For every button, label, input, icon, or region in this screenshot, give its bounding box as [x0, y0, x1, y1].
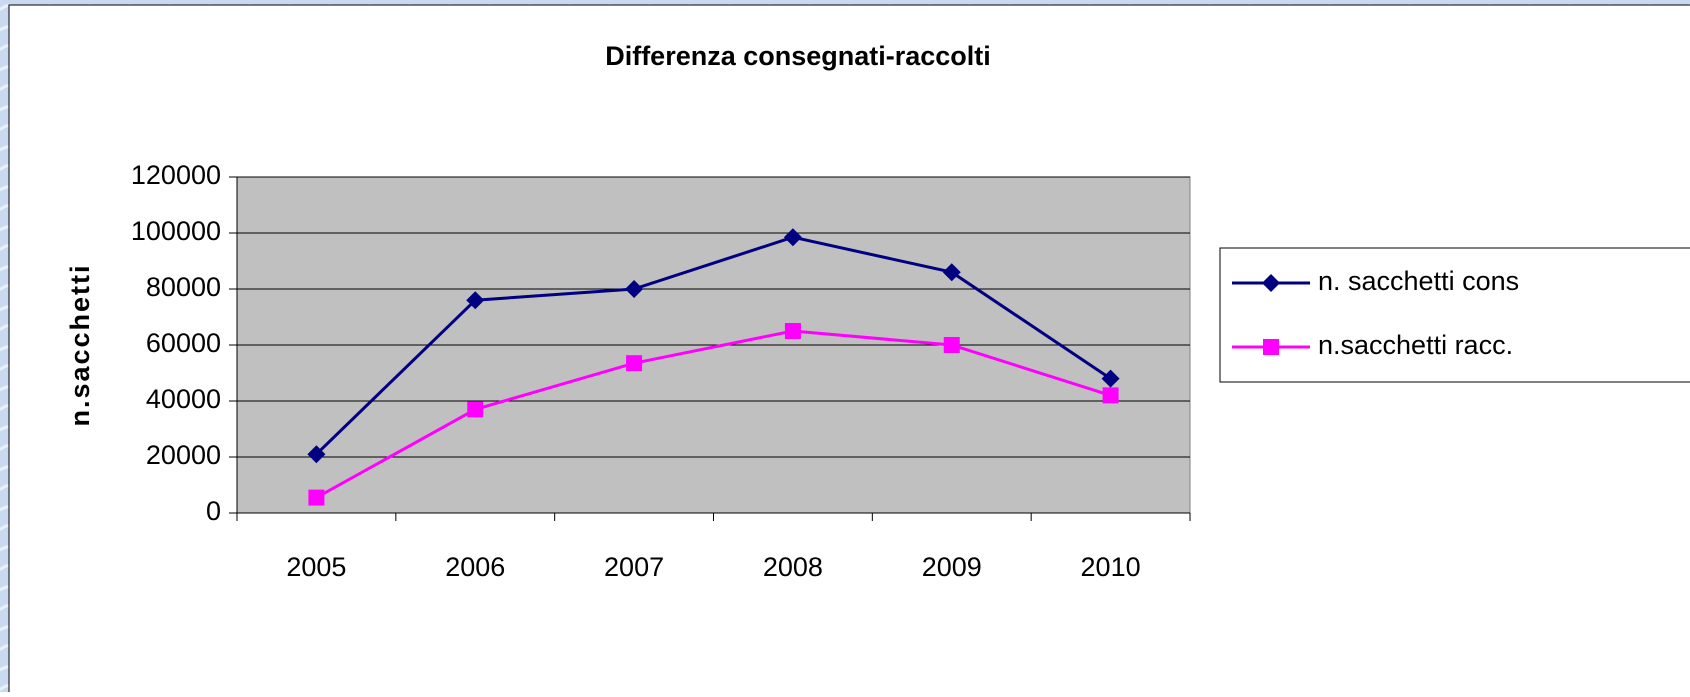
data-point — [308, 489, 325, 506]
legend-marker — [1263, 339, 1279, 355]
x-tick-label: 2005 — [286, 552, 346, 582]
data-point — [783, 228, 802, 247]
series-line — [315, 329, 1112, 499]
data-point — [1101, 369, 1120, 388]
y-tick-label: 40000 — [146, 384, 221, 414]
data-point — [307, 445, 326, 464]
y-tick-label: 120000 — [131, 160, 221, 190]
data-point — [626, 355, 643, 372]
data-point — [466, 291, 485, 310]
x-tick-label: 2010 — [1081, 552, 1141, 582]
series-line — [315, 235, 1112, 456]
data-point — [625, 280, 644, 298]
chart-title: Differenza consegnati-raccolti — [605, 41, 991, 71]
legend-label: n. sacchetti cons — [1318, 266, 1519, 296]
y-axis-label: n.sacchetti — [65, 263, 95, 426]
x-tick-label: 2008 — [763, 552, 823, 582]
legend-marker — [1262, 274, 1280, 292]
data-point — [467, 401, 484, 418]
x-tick-label: 2009 — [922, 552, 982, 582]
y-tick-label: 60000 — [146, 328, 221, 358]
y-tick-label: 20000 — [146, 440, 221, 470]
data-point — [1102, 387, 1119, 404]
data-point — [784, 323, 801, 339]
data-point — [942, 263, 961, 282]
legend — [1219, 247, 1690, 383]
legend-label: n.sacchetti racc. — [1318, 330, 1513, 360]
y-tick-label: 0 — [206, 496, 221, 526]
x-tick-label: 2007 — [604, 552, 664, 582]
y-tick-label: 100000 — [131, 216, 221, 246]
data-point — [943, 337, 960, 353]
x-tick-label: 2006 — [445, 552, 505, 582]
y-tick-label: 80000 — [146, 272, 221, 302]
